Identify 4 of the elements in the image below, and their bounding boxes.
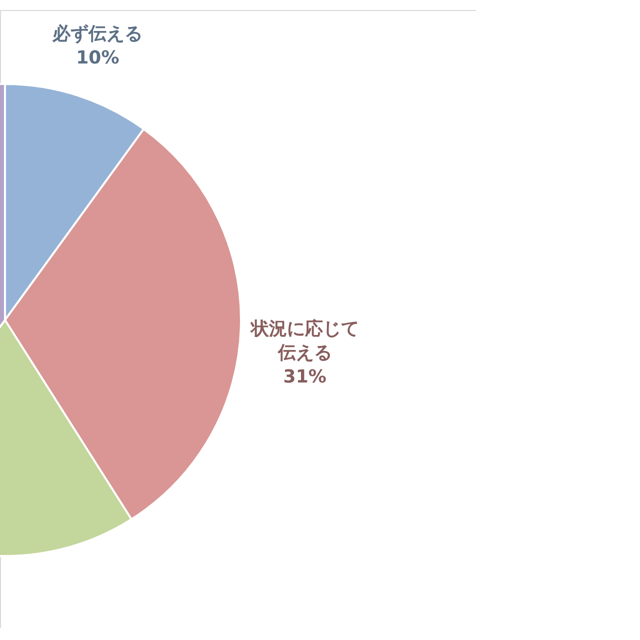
data-label: 10% — [76, 48, 120, 69]
slice-label: 状況に応じて伝える — [248, 318, 359, 364]
data-label: 31% — [283, 366, 326, 388]
slice-label: 必ず伝える — [52, 24, 143, 45]
